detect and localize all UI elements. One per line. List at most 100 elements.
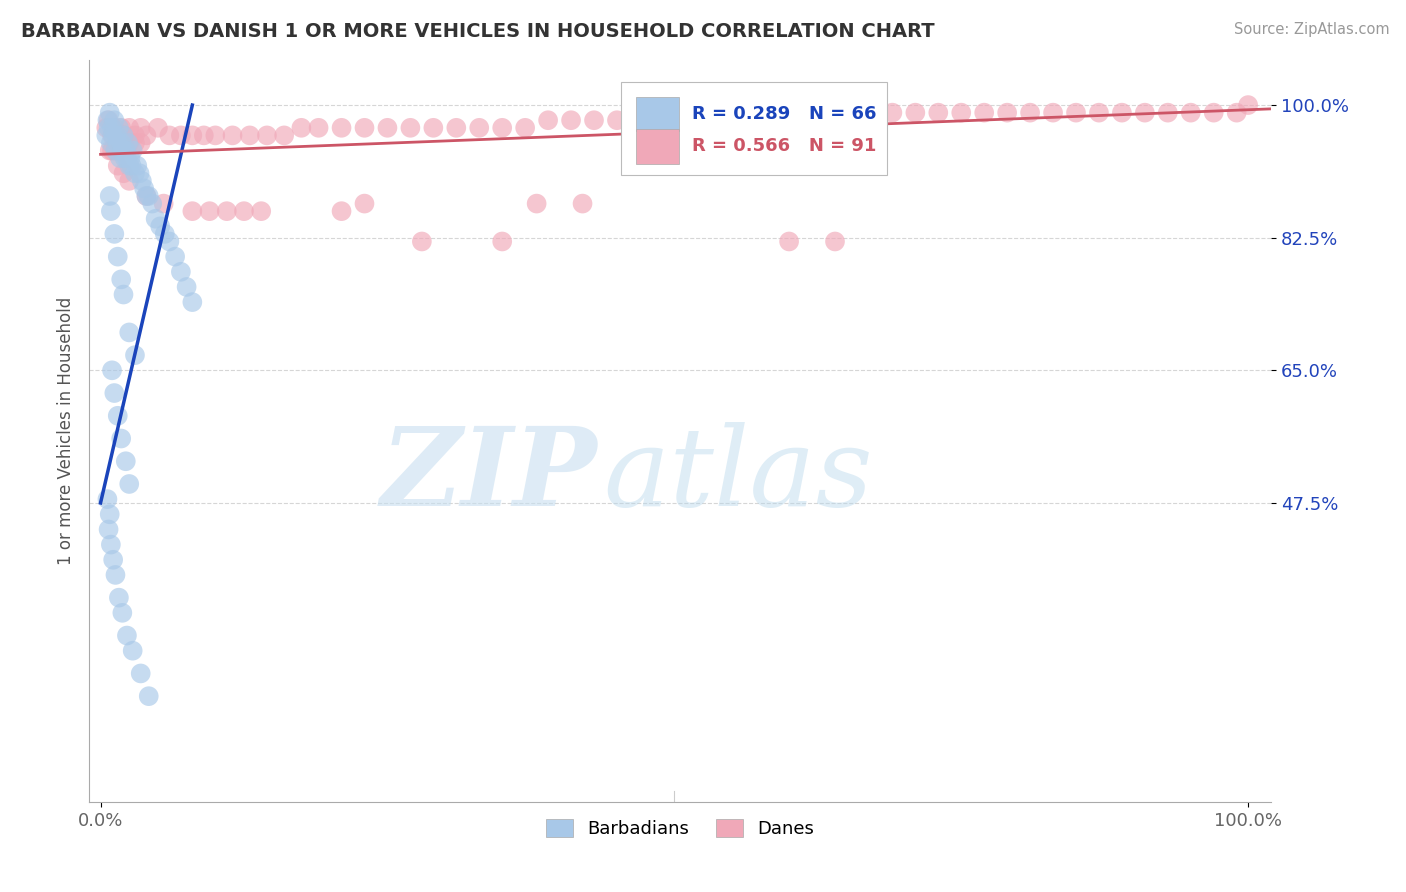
Point bbox=[157, 235, 180, 249]
Point bbox=[422, 120, 444, 135]
Point bbox=[353, 196, 375, 211]
Point bbox=[353, 120, 375, 135]
Point bbox=[468, 120, 491, 135]
Point bbox=[153, 227, 176, 241]
Point bbox=[127, 159, 149, 173]
Point bbox=[135, 189, 157, 203]
Point bbox=[1226, 105, 1249, 120]
Point bbox=[1042, 105, 1064, 120]
Text: ZIP: ZIP bbox=[381, 422, 598, 529]
Point bbox=[1180, 105, 1202, 120]
Point bbox=[124, 166, 146, 180]
Point bbox=[1237, 98, 1260, 112]
Point bbox=[107, 250, 129, 264]
Point bbox=[107, 136, 129, 150]
Point bbox=[973, 105, 995, 120]
Point bbox=[101, 553, 124, 567]
Point bbox=[651, 113, 673, 128]
Point bbox=[103, 386, 125, 401]
Point bbox=[118, 120, 141, 135]
FancyBboxPatch shape bbox=[637, 96, 679, 131]
Point bbox=[97, 113, 120, 128]
Point bbox=[100, 204, 122, 219]
Point bbox=[124, 348, 146, 362]
Point bbox=[128, 166, 150, 180]
Point bbox=[149, 219, 172, 234]
Point bbox=[101, 144, 124, 158]
Point bbox=[115, 151, 138, 165]
Point bbox=[239, 128, 262, 143]
Point bbox=[491, 235, 513, 249]
Point bbox=[697, 113, 720, 128]
Point bbox=[118, 174, 141, 188]
Point bbox=[515, 120, 537, 135]
Point bbox=[571, 196, 593, 211]
Point bbox=[104, 144, 127, 158]
Point bbox=[96, 113, 118, 128]
Point bbox=[250, 204, 273, 219]
Point bbox=[111, 606, 134, 620]
Point bbox=[121, 144, 143, 158]
Point bbox=[152, 196, 174, 211]
Point bbox=[157, 128, 180, 143]
Point bbox=[233, 204, 256, 219]
Point bbox=[98, 144, 121, 158]
Point bbox=[198, 204, 221, 219]
Point bbox=[107, 128, 129, 143]
Point bbox=[273, 128, 295, 143]
Point bbox=[491, 120, 513, 135]
Point bbox=[101, 120, 124, 135]
Point bbox=[96, 492, 118, 507]
Point bbox=[135, 189, 157, 203]
Point bbox=[330, 204, 353, 219]
Point bbox=[193, 128, 215, 143]
Point bbox=[675, 113, 697, 128]
Point bbox=[778, 235, 800, 249]
Point bbox=[129, 120, 152, 135]
FancyBboxPatch shape bbox=[637, 129, 679, 163]
Point bbox=[112, 287, 135, 301]
Point bbox=[101, 128, 124, 143]
Point bbox=[813, 113, 835, 128]
Point bbox=[170, 265, 193, 279]
Point bbox=[98, 508, 121, 522]
Point bbox=[110, 136, 132, 150]
Point bbox=[118, 136, 141, 150]
Point bbox=[165, 250, 187, 264]
Point bbox=[114, 151, 136, 165]
Point bbox=[107, 409, 129, 423]
Point bbox=[1111, 105, 1133, 120]
Point bbox=[98, 105, 121, 120]
Point bbox=[256, 128, 278, 143]
Text: atlas: atlas bbox=[603, 422, 873, 529]
Point bbox=[118, 477, 141, 491]
Point bbox=[129, 666, 152, 681]
Point bbox=[118, 159, 141, 173]
Point bbox=[176, 280, 198, 294]
Point bbox=[96, 128, 118, 143]
Point bbox=[766, 113, 789, 128]
Point bbox=[121, 159, 143, 173]
Point bbox=[1088, 105, 1111, 120]
Point bbox=[1133, 105, 1156, 120]
Point bbox=[308, 120, 330, 135]
Point bbox=[606, 113, 628, 128]
Point bbox=[824, 235, 846, 249]
Point bbox=[560, 113, 582, 128]
Point bbox=[146, 120, 169, 135]
Point bbox=[110, 120, 132, 135]
Point bbox=[103, 227, 125, 241]
Point bbox=[105, 128, 128, 143]
Text: Source: ZipAtlas.com: Source: ZipAtlas.com bbox=[1233, 22, 1389, 37]
Y-axis label: 1 or more Vehicles in Household: 1 or more Vehicles in Household bbox=[58, 297, 75, 565]
Point bbox=[290, 120, 312, 135]
Point bbox=[101, 128, 124, 143]
Point bbox=[628, 113, 651, 128]
Point bbox=[103, 113, 125, 128]
Point bbox=[744, 113, 766, 128]
Point bbox=[789, 113, 811, 128]
Point bbox=[835, 113, 858, 128]
Point bbox=[100, 136, 122, 150]
Point bbox=[330, 120, 353, 135]
Point bbox=[1064, 105, 1087, 120]
